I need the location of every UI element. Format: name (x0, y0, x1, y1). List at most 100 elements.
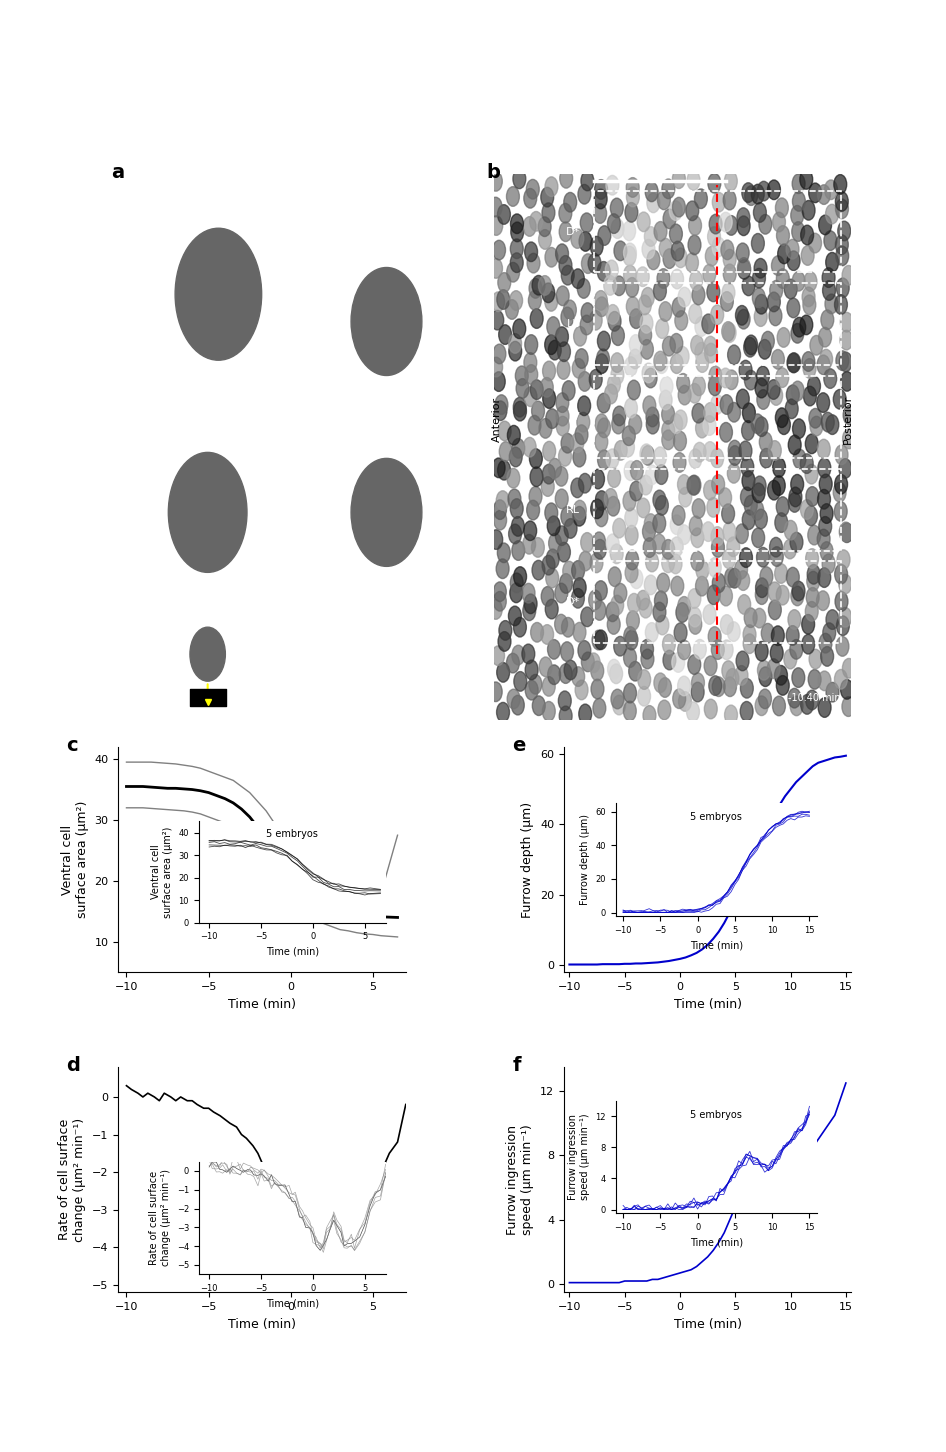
Circle shape (737, 309, 750, 330)
Circle shape (543, 389, 555, 408)
Circle shape (791, 324, 804, 343)
Circle shape (736, 650, 749, 671)
Circle shape (688, 383, 701, 404)
Circle shape (788, 688, 801, 709)
Circle shape (524, 353, 536, 372)
Circle shape (542, 555, 555, 575)
Circle shape (689, 303, 702, 324)
Circle shape (777, 497, 789, 517)
Circle shape (561, 507, 574, 526)
Circle shape (809, 183, 822, 203)
Circle shape (573, 578, 587, 597)
Circle shape (510, 240, 523, 258)
Circle shape (800, 225, 814, 245)
Circle shape (592, 630, 604, 650)
Circle shape (670, 334, 683, 353)
Circle shape (792, 174, 805, 193)
Circle shape (820, 504, 833, 523)
Circle shape (556, 393, 569, 412)
Circle shape (549, 340, 561, 360)
Circle shape (721, 240, 734, 260)
Circle shape (722, 283, 735, 302)
Circle shape (752, 484, 765, 502)
Circle shape (573, 623, 586, 642)
Circle shape (695, 343, 708, 362)
Circle shape (762, 623, 774, 643)
Circle shape (579, 552, 592, 571)
Circle shape (541, 587, 554, 605)
Circle shape (686, 200, 699, 221)
Circle shape (613, 407, 625, 425)
Circle shape (840, 523, 853, 543)
Circle shape (769, 537, 782, 558)
Circle shape (773, 696, 785, 716)
Circle shape (836, 277, 850, 298)
Circle shape (591, 661, 604, 681)
Circle shape (741, 486, 753, 507)
Circle shape (702, 314, 715, 334)
Circle shape (646, 414, 659, 434)
Circle shape (676, 347, 689, 366)
Circle shape (531, 380, 543, 399)
Circle shape (498, 273, 511, 292)
Circle shape (787, 251, 800, 270)
Circle shape (842, 697, 855, 716)
Circle shape (624, 460, 637, 481)
Circle shape (489, 682, 502, 701)
Circle shape (642, 521, 656, 542)
Circle shape (593, 698, 605, 717)
Circle shape (836, 636, 849, 656)
Circle shape (659, 302, 672, 321)
Circle shape (777, 585, 789, 605)
Circle shape (662, 635, 675, 653)
Circle shape (525, 681, 538, 700)
Circle shape (834, 565, 848, 584)
Circle shape (727, 537, 740, 556)
Circle shape (760, 566, 773, 587)
Circle shape (786, 385, 799, 405)
X-axis label: Time (min): Time (min) (228, 998, 296, 1011)
Circle shape (818, 671, 831, 691)
Circle shape (623, 491, 636, 511)
Circle shape (559, 222, 572, 241)
Circle shape (525, 661, 538, 680)
Circle shape (564, 301, 576, 319)
Circle shape (692, 498, 705, 518)
Circle shape (801, 614, 815, 635)
Circle shape (531, 309, 543, 328)
Circle shape (514, 617, 526, 637)
Circle shape (514, 398, 526, 417)
Circle shape (800, 694, 814, 714)
Circle shape (709, 558, 721, 578)
Circle shape (824, 369, 836, 388)
Circle shape (555, 466, 568, 486)
Circle shape (522, 645, 534, 664)
Circle shape (613, 276, 625, 296)
Circle shape (168, 453, 247, 572)
Circle shape (792, 668, 805, 687)
Circle shape (724, 677, 736, 697)
Circle shape (676, 373, 690, 393)
Circle shape (513, 319, 526, 338)
Circle shape (792, 581, 805, 601)
Circle shape (655, 465, 668, 485)
Text: D*: D* (566, 227, 580, 237)
Circle shape (641, 287, 655, 306)
Circle shape (655, 591, 667, 611)
Circle shape (735, 559, 747, 579)
Circle shape (511, 213, 523, 234)
Circle shape (744, 624, 756, 645)
Circle shape (644, 369, 657, 388)
Circle shape (639, 295, 651, 315)
Circle shape (742, 276, 755, 296)
Circle shape (545, 292, 557, 311)
Circle shape (810, 417, 823, 436)
Circle shape (662, 337, 675, 356)
Circle shape (755, 295, 768, 314)
Circle shape (524, 386, 537, 407)
Circle shape (712, 677, 726, 697)
Circle shape (689, 216, 702, 235)
Circle shape (493, 344, 506, 364)
Circle shape (759, 215, 772, 234)
Circle shape (606, 449, 619, 469)
